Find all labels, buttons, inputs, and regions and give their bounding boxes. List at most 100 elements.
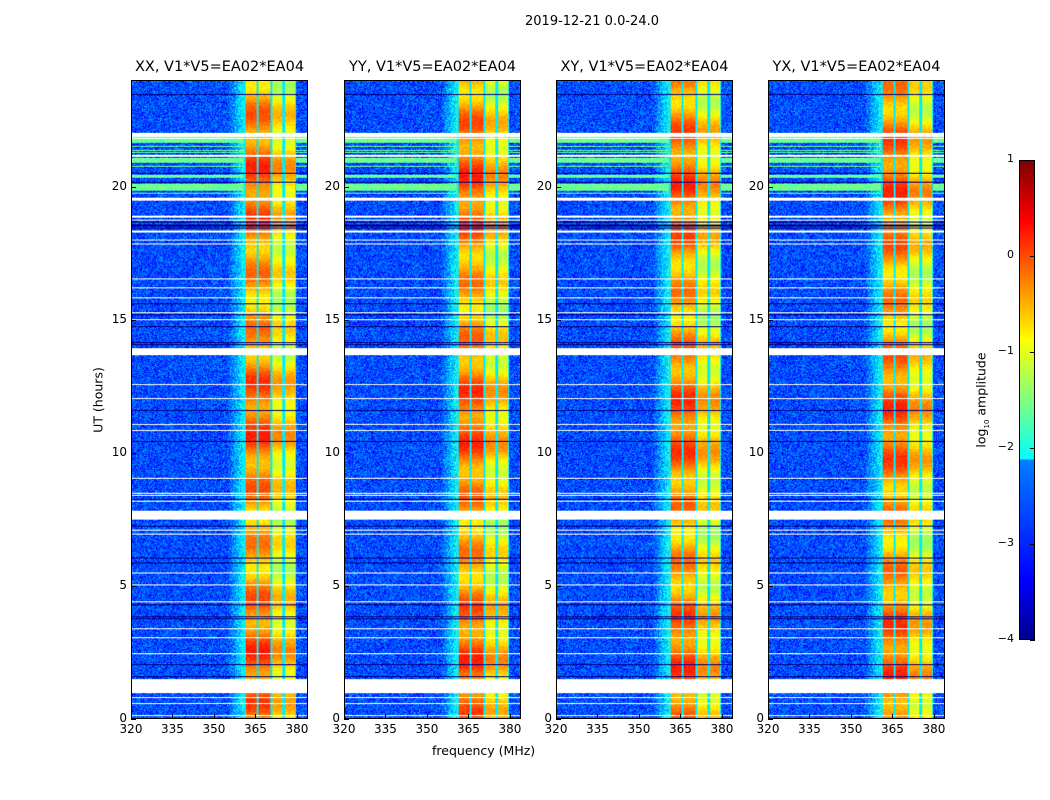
- heatmap-image: [557, 81, 732, 718]
- y-tick-label: 20: [536, 178, 552, 193]
- colorbar-label: log10 amplitude: [973, 352, 991, 447]
- x-tick-label: 350: [415, 722, 439, 736]
- y-tick-label: 10: [324, 444, 340, 459]
- y-tick: [556, 186, 561, 188]
- colorbar-label-sub: 10: [982, 419, 991, 429]
- colorbar-tick-label: 0: [1007, 248, 1014, 261]
- x-tick-label: 380: [922, 722, 946, 736]
- x-tick: [255, 714, 257, 719]
- y-tick-label: 15: [324, 311, 340, 326]
- x-tick: [509, 714, 511, 719]
- y-tick-label: 5: [544, 577, 552, 592]
- x-tick-label: 335: [161, 722, 184, 736]
- y-tick-label: 10: [536, 444, 552, 459]
- heatmap-image: [769, 81, 944, 718]
- colorbar-tick: [1030, 640, 1035, 641]
- y-tick-label: 20: [748, 178, 764, 193]
- y-tick: [556, 319, 561, 321]
- x-tick-label: 335: [798, 722, 821, 736]
- x-tick-label: 335: [586, 722, 609, 736]
- y-tick-label: 15: [111, 311, 127, 326]
- y-axis-label: UT (hours): [90, 367, 106, 433]
- y-tick-label: 5: [332, 577, 340, 592]
- y-tick-label: 0: [544, 711, 552, 725]
- colorbar-tick: [1030, 352, 1035, 353]
- x-tick: [172, 714, 174, 719]
- y-tick: [131, 452, 136, 454]
- x-tick-label: 365: [244, 722, 267, 736]
- heatmap-panel-3: [556, 80, 733, 719]
- y-tick: [768, 452, 773, 454]
- colorbar: [1019, 160, 1035, 640]
- x-tick: [556, 714, 557, 719]
- panel-title: YY, V1*V5=EA02*EA04: [349, 59, 516, 75]
- y-tick: [131, 719, 136, 720]
- x-tick: [213, 714, 215, 719]
- y-tick-label: 5: [756, 577, 764, 592]
- x-tick: [468, 714, 470, 719]
- y-tick: [131, 186, 136, 188]
- y-tick-label: 15: [536, 311, 552, 326]
- x-tick: [850, 714, 852, 719]
- panel-title: XY, V1*V5=EA02*EA04: [560, 59, 729, 75]
- colorbar-label-main: log: [973, 428, 989, 448]
- x-tick: [721, 714, 723, 719]
- x-tick: [809, 714, 811, 719]
- y-tick: [344, 585, 349, 587]
- x-tick-label: 320: [756, 722, 780, 736]
- colorbar-tick: [1030, 160, 1035, 161]
- y-tick: [768, 186, 773, 188]
- x-tick: [131, 714, 132, 719]
- y-tick-label: 0: [119, 711, 127, 725]
- x-tick-label: 365: [881, 722, 904, 736]
- x-tick-label: 380: [285, 722, 309, 736]
- x-tick-label: 320: [119, 722, 143, 736]
- y-tick: [131, 319, 136, 321]
- y-tick: [344, 452, 349, 454]
- y-tick: [556, 585, 561, 587]
- x-tick-label: 380: [710, 722, 734, 736]
- x-tick: [892, 714, 894, 719]
- x-tick: [597, 714, 599, 719]
- colorbar-tick: [1030, 256, 1035, 257]
- x-tick-label: 350: [202, 722, 226, 736]
- y-tick: [556, 452, 561, 454]
- y-tick-label: 20: [111, 178, 127, 193]
- colorbar-tick: [1030, 448, 1035, 449]
- x-tick-label: 350: [839, 722, 863, 736]
- x-tick: [933, 714, 935, 719]
- heatmap-panel-1: [131, 80, 308, 719]
- x-tick-label: 320: [544, 722, 568, 736]
- colorbar-tick-label: −3: [997, 536, 1014, 549]
- y-tick-label: 15: [748, 311, 764, 326]
- x-tick-label: 335: [374, 722, 397, 736]
- y-tick-label: 20: [324, 178, 340, 193]
- y-tick: [556, 719, 561, 720]
- x-tick: [768, 714, 769, 719]
- x-tick: [426, 714, 428, 719]
- panel-title: XX, V1*V5=EA02*EA04: [134, 59, 305, 75]
- x-tick: [385, 714, 387, 719]
- x-tick: [344, 714, 345, 719]
- colorbar-tick-label: −2: [997, 440, 1014, 453]
- y-tick-label: 10: [111, 444, 127, 459]
- y-tick: [344, 719, 349, 720]
- heatmap-panel-4: [768, 80, 945, 719]
- x-tick: [638, 714, 640, 719]
- colorbar-tick-label: 1: [1007, 152, 1014, 165]
- colorbar-tick-label: −1: [997, 344, 1014, 357]
- heatmap-image: [345, 81, 520, 718]
- y-tick-label: 0: [332, 711, 340, 725]
- y-tick: [768, 719, 773, 720]
- colorbar-tick: [1030, 544, 1035, 545]
- y-tick-label: 5: [119, 577, 127, 592]
- colorbar-label-rest: amplitude: [973, 352, 989, 420]
- y-tick: [131, 585, 136, 587]
- colorbar-tick-label: −4: [997, 632, 1014, 645]
- x-tick-label: 320: [332, 722, 356, 736]
- y-tick: [344, 319, 349, 321]
- y-tick: [768, 319, 773, 321]
- y-tick-label: 10: [748, 444, 764, 459]
- heatmap-panel-2: [344, 80, 521, 719]
